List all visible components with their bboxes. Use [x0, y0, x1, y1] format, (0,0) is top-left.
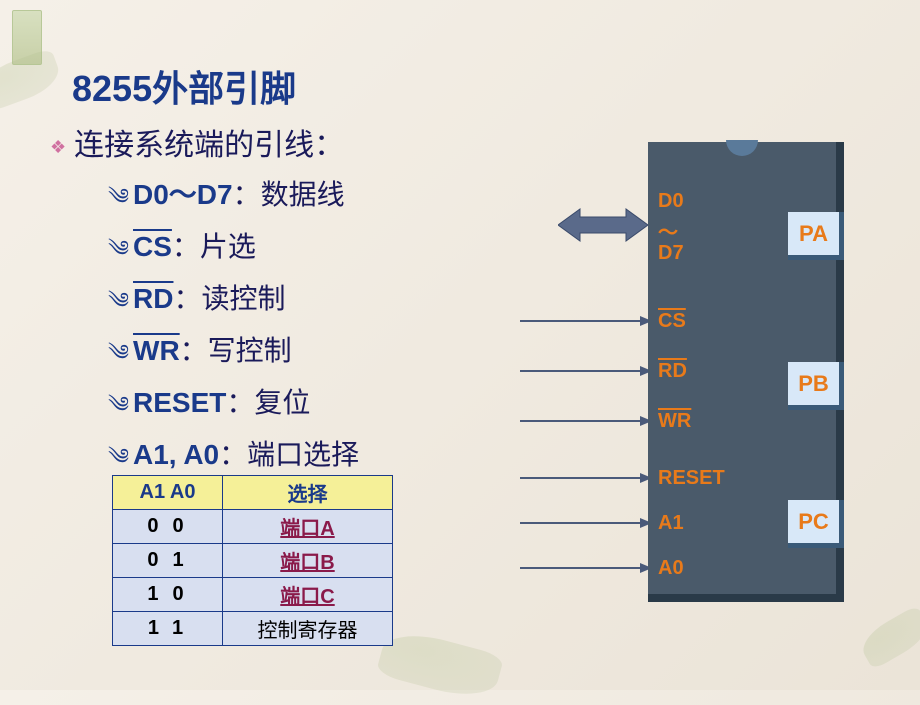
decoration-leaf [376, 625, 505, 704]
chip-pin-label: WR [658, 410, 691, 433]
input-arrow-icon [520, 567, 650, 569]
chip-pin-label: RESET [658, 467, 725, 490]
decoration-leaf [856, 605, 920, 670]
title-number: 8255 [72, 68, 152, 109]
table-cell-addr: 11 [113, 612, 223, 646]
table-cell-sel[interactable]: 端口C [223, 578, 393, 612]
table-cell-sel[interactable]: 端口A [223, 510, 393, 544]
wave-bullet-icon: ༄ [108, 288, 129, 313]
title-text: 外部引脚 [152, 68, 296, 109]
port-link[interactable]: 端口C [280, 586, 334, 608]
pin-key: D0～D7 [133, 179, 233, 210]
pin-item: ༄RESET：复位 [108, 378, 359, 430]
input-arrow-icon [520, 522, 650, 524]
chip-pin-label: RD [658, 360, 687, 383]
pin-list: ༄D0～D7：数据线༄CS：片选༄RD：读控制༄WR：写控制༄RESET：复位༄… [108, 170, 359, 482]
input-arrow-icon [520, 320, 650, 322]
wave-bullet-icon: ༄ [108, 340, 129, 365]
chip-port-box: PB [788, 362, 844, 410]
pin-desc: ：端口选择 [219, 439, 359, 470]
wave-bullet-icon: ༄ [108, 236, 129, 261]
decoration-leaf [0, 48, 64, 113]
table-header-addr: A1 A0 [113, 476, 223, 510]
chip-pin-label: A0 [658, 557, 684, 580]
pin-desc: ：数据线 [233, 179, 345, 210]
input-arrow-icon [520, 477, 650, 479]
bidirectional-arrow-icon [558, 205, 648, 245]
table-row: 10 端口C [113, 578, 393, 612]
main-bullet-text: 连接系统端的引线： [74, 129, 344, 162]
table-cell-addr: 10 [113, 578, 223, 612]
chip-pin-label: CS [658, 310, 686, 333]
table-cell-sel[interactable]: 端口B [223, 544, 393, 578]
port-link[interactable]: 端口B [280, 552, 334, 574]
chip-port-box: PA [788, 212, 844, 260]
pin-item: ༄WR：写控制 [108, 326, 359, 378]
pin-desc: ：写控制 [180, 335, 292, 366]
table-row: 11控制寄存器 [113, 612, 393, 646]
chip-notch [726, 140, 758, 156]
chip-pin-label: ～ [658, 216, 678, 245]
input-arrow-icon [520, 420, 650, 422]
pin-desc: ：片选 [172, 231, 256, 262]
table-row: 01 端口B [113, 544, 393, 578]
port-link[interactable]: 端口A [280, 518, 334, 540]
chip-pin-label: A1 [658, 512, 684, 535]
pin-item: ༄CS：片选 [108, 222, 359, 274]
slide-title: 8255外部引脚 [72, 60, 296, 112]
wave-bullet-icon: ༄ [108, 444, 129, 469]
chip-pin-label: D0 [658, 190, 684, 213]
wave-bullet-icon: ༄ [108, 392, 129, 417]
pin-key: CS [133, 231, 172, 262]
chip-port-box: PC [788, 500, 844, 548]
chip-body: D0 ～D7 CS RD WR RESET A1 A0 PA PB PC [648, 142, 844, 602]
pin-desc: ：复位 [226, 387, 310, 418]
table-row: 00 端口A [113, 510, 393, 544]
table-cell-addr: 00 [113, 510, 223, 544]
input-arrow-icon [520, 370, 650, 372]
pin-key: WR [133, 335, 180, 366]
table-cell-addr: 01 [113, 544, 223, 578]
port-select-table: A1 A0 选择 00 端口A 01 端口B 10 端口C 11控制寄存器 [112, 475, 393, 646]
wave-bullet-icon: ༄ [108, 184, 129, 209]
table-header-sel: 选择 [223, 476, 393, 510]
pin-key: RD [133, 283, 173, 314]
bullet-diamond-icon: ❖ [50, 137, 66, 157]
pin-item: ༄D0～D7：数据线 [108, 170, 359, 222]
pin-desc: ：读控制 [173, 283, 285, 314]
table-cell-sel: 控制寄存器 [223, 612, 393, 646]
pin-key: A1, A0 [133, 439, 219, 470]
pin-key: RESET [133, 387, 226, 418]
chip-pin-label: D7 [658, 242, 684, 265]
pin-item: ༄RD：读控制 [108, 274, 359, 326]
main-bullet: ❖ 连接系统端的引线： [50, 120, 344, 164]
